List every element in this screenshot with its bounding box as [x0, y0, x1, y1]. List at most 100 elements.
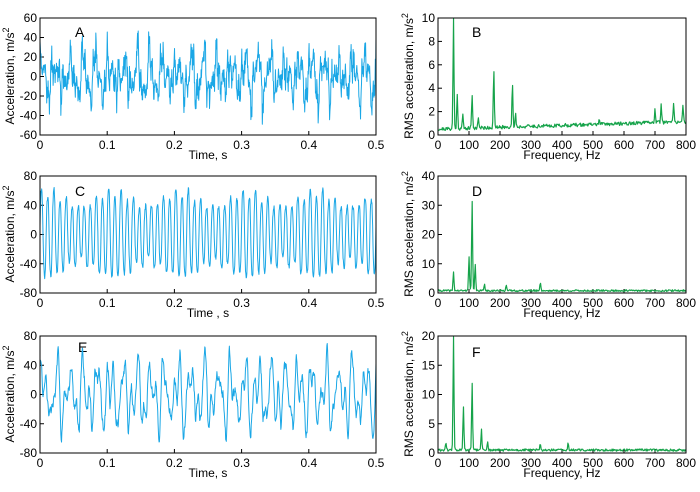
panel-d-ytick-label: 10	[422, 257, 436, 271]
panel-e-letter: E	[78, 339, 87, 355]
panel-b-letter: B	[472, 24, 481, 40]
panel-d-ytick-label: 30	[422, 198, 436, 212]
panel-a-ytick-label: -20	[20, 89, 38, 103]
panel-c-axes-frame	[39, 175, 377, 294]
panel-a-ytick-label: 40	[24, 31, 38, 45]
panel-a-xlabel: Time, s	[189, 148, 228, 162]
panel-d-yticks: 40 30 20 10 0	[422, 169, 442, 300]
panel-c-ytick-label: 0	[30, 228, 37, 242]
panel-e-series-line	[39, 342, 377, 443]
panel-c-ytick-label: -40	[20, 257, 38, 271]
panel-f-xtick-label: 200	[490, 456, 510, 470]
panel-b-xtick-label: 700	[645, 138, 665, 152]
panel-a-xtick-label: 0.3	[233, 138, 250, 152]
panel-e-ytick-label: 0	[30, 388, 37, 402]
panel-f-ytick-label: 10	[422, 388, 436, 402]
panel-d-xtick-label: 600	[614, 296, 634, 310]
panel-c-xtick-label: 0.4	[300, 296, 317, 310]
panel-b-xtick-label: 800	[676, 138, 696, 152]
panel-d-xlabel: Frequency, Hz	[523, 306, 600, 320]
panel-e-xtick-label: 0.1	[99, 456, 116, 470]
panel-b-ytick-label: 6	[428, 58, 435, 72]
panel-f-xlabel: Frequency, Hz	[523, 466, 600, 480]
panel-f-ytick-label: 0	[428, 446, 435, 460]
panel-a: A 60 40 20 0 -20 -40 -60 0 0.1 0.2 0.3 0.4 0.5 Time…	[1, 11, 385, 162]
panel-a-yticks: 60 40 20 0 -20 -40 -60	[20, 11, 44, 142]
panel-a-ylabel: Acceleration, m/s2	[1, 27, 17, 124]
panel-d-ytick-label: 40	[422, 169, 436, 183]
panel-b: B 10 8 6 4 2 0 0 100 200 300 400 500 600 700 800 Freq…	[400, 11, 696, 162]
panel-d-xtick-label: 700	[645, 296, 665, 310]
panel-b-xtick-label: 100	[459, 138, 479, 152]
panel-f-xtick-label: 800	[676, 456, 696, 470]
panel-f-xtick-label: 300	[521, 456, 541, 470]
panel-e-xlabel: Time, s	[189, 466, 228, 480]
panel-d-letter: D	[472, 183, 482, 199]
panel-f-yticks: 20 15 10 5 0	[422, 329, 442, 460]
panel-c-yticks: 80 40 0 -40 -80	[20, 169, 44, 300]
panel-e-ytick-label: 80	[24, 329, 38, 343]
panel-b-xtick-label: 300	[521, 138, 541, 152]
panel-a-ytick-label: 20	[24, 50, 38, 64]
panel-b-series-line	[437, 18, 687, 131]
panel-d-xtick-label: 500	[583, 296, 603, 310]
panel-e-ylabel: Acceleration, m/s2	[1, 345, 17, 442]
panel-d-xtick-label: 800	[676, 296, 696, 310]
panel-a-xtick-label: 0	[37, 138, 44, 152]
panel-a-ytick-label: -40	[20, 109, 38, 123]
panel-d-ytick-label: 0	[428, 286, 435, 300]
panel-d-ylabel: RMS acceleration, m/s2	[400, 171, 416, 297]
panel-f-series-line	[437, 336, 687, 452]
panel-d-xticks: 0 100 200 300 400 500 600 700 800	[435, 289, 696, 310]
panel-e-yticks: 80 40 0 -40 -80	[20, 329, 44, 460]
panel-e-xtick-label: 0.2	[166, 456, 183, 470]
panel-c-xtick-label: 0.1	[99, 296, 116, 310]
panel-e: E 80 40 0 -40 -80 0 0.1 0.2 0.3 0.4 0.5 Time, s A…	[1, 329, 385, 480]
panel-f-axes-frame	[437, 335, 687, 454]
panel-f: F 20 15 10 5 0 0 100 200 300 400 500 600 700 800 Fre…	[400, 329, 696, 480]
panel-c-ytick-label: 80	[24, 169, 38, 183]
panel-f-xtick-label: 100	[459, 456, 479, 470]
panel-f-xtick-label: 500	[583, 456, 603, 470]
panel-b-ytick-label: 8	[428, 34, 435, 48]
panel-f-ytick-label: 20	[422, 329, 436, 343]
panel-e-xtick-label: 0.4	[300, 456, 317, 470]
panel-c-series-line	[39, 186, 377, 280]
panel-b-xtick-label: 500	[583, 138, 603, 152]
panel-b-xlabel: Frequency, Hz	[523, 148, 600, 162]
panel-d-xtick-label: 100	[459, 296, 479, 310]
panel-b-ytick-label: 10	[422, 11, 436, 25]
panel-f-xtick-label: 700	[645, 456, 665, 470]
panel-e-axes-frame	[39, 335, 377, 454]
panel-c-xtick-label: 0.2	[166, 296, 183, 310]
panel-e-ytick-label: 40	[24, 358, 38, 372]
panel-a-letter: A	[75, 24, 85, 40]
panel-d-xtick-label: 200	[490, 296, 510, 310]
panel-a-ytick-label: 0	[30, 70, 37, 84]
panel-d-xtick-label: 0	[435, 296, 442, 310]
panel-a-xtick-label: 0.5	[368, 138, 385, 152]
panel-f-ylabel: RMS acceleration, m/s2	[400, 331, 416, 457]
panel-e-xtick-label: 0.5	[368, 456, 385, 470]
panel-b-xtick-label: 600	[614, 138, 634, 152]
panel-e-xtick-label: 0.3	[233, 456, 250, 470]
panel-a-xtick-label: 0.1	[99, 138, 116, 152]
panel-f-xticks: 0 100 200 300 400 500 600 700 800	[435, 449, 696, 470]
panel-d-ytick-label: 20	[422, 228, 436, 242]
panel-e-xticks: 0 0.1 0.2 0.3 0.4 0.5	[37, 449, 385, 470]
panel-b-ylabel: RMS acceleration, m/s2	[400, 13, 416, 139]
panel-b-ytick-label: 4	[428, 81, 435, 95]
panel-a-ytick-label: -60	[20, 128, 38, 142]
panel-e-ytick-label: -40	[20, 417, 38, 431]
panel-e-ytick-label: -80	[20, 446, 38, 460]
panel-b-ytick-label: 2	[428, 105, 435, 119]
panel-c-xtick-label: 0.5	[368, 296, 385, 310]
panel-f-xtick-label: 0	[435, 456, 442, 470]
panel-e-xtick-label: 0	[37, 456, 44, 470]
panel-b-xtick-label: 0	[435, 138, 442, 152]
panel-c-xlabel: Time , s	[187, 306, 229, 320]
panel-a-ytick-label: 60	[24, 11, 38, 25]
panel-c-ytick-label: 40	[24, 198, 38, 212]
